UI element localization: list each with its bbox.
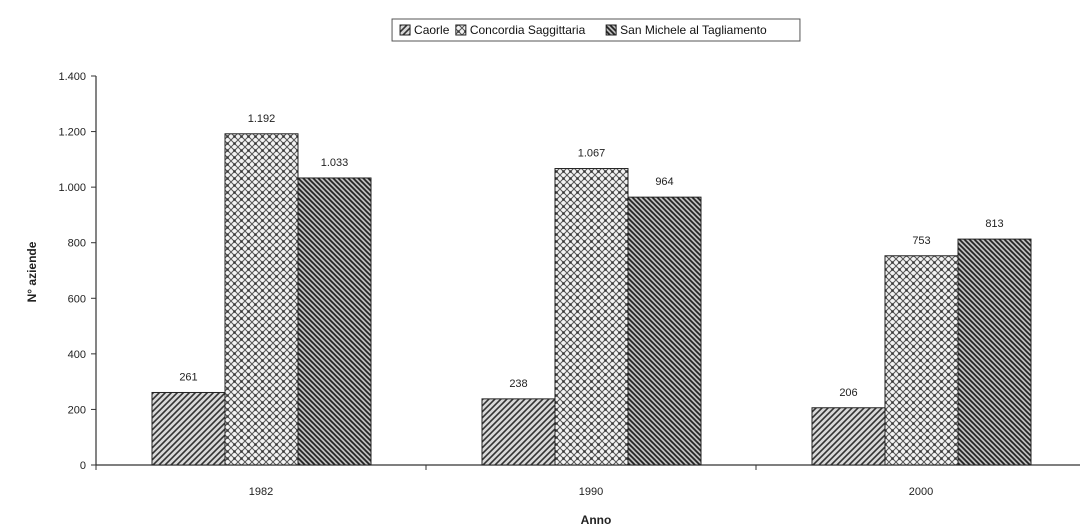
bar-concordia-saggittaria-1982 xyxy=(224,133,299,466)
legend: Caorle Concordia Saggittaria San Michele a… xyxy=(391,18,801,42)
bar-caorle-1990 xyxy=(481,398,556,466)
bar-san-michele-al-tagliamento-2000 xyxy=(957,238,1032,466)
legend-swatch-caorle xyxy=(399,24,411,36)
legend-swatch-concordia-saggittaria xyxy=(455,24,467,36)
x-tick-label-1982: 1982 xyxy=(249,486,273,498)
bar-caorle-1982 xyxy=(151,391,226,466)
legend-box xyxy=(391,18,801,42)
y-tick-label: 800 xyxy=(68,238,86,250)
legend-label-concordia-saggittaria: Concordia Saggittaria xyxy=(470,23,586,37)
y-tick-label: 1.000 xyxy=(58,182,86,194)
data-label-san-michele-al-tagliamento-1982: 1.033 xyxy=(321,157,349,169)
bar-concordia-saggittaria-1990 xyxy=(554,168,629,466)
bar-san-michele-al-tagliamento-1982 xyxy=(297,177,372,466)
y-axis-title: N° aziende xyxy=(25,241,39,302)
data-label-caorle-2000: 206 xyxy=(839,387,857,399)
data-label-caorle-1990: 238 xyxy=(509,378,527,390)
y-tick-label: 200 xyxy=(68,404,86,416)
bar-caorle-2000 xyxy=(811,407,886,466)
legend-label-san-michele-al-tagliamento: San Michele al Tagliamento xyxy=(620,23,767,37)
bar-concordia-saggittaria-2000 xyxy=(884,255,959,466)
bars xyxy=(151,133,1032,466)
x-axis: 1982 1990 2000 xyxy=(95,464,1080,498)
x-tick-label-1990: 1990 xyxy=(579,486,603,498)
y-tick-label: 1.400 xyxy=(58,71,86,83)
x-tick-label-2000: 2000 xyxy=(909,486,933,498)
bar-san-michele-al-tagliamento-1990 xyxy=(627,196,702,466)
data-label-concordia-saggittaria-1990: 1.067 xyxy=(578,148,606,160)
y-tick-label: 0 xyxy=(80,460,86,472)
data-label-san-michele-al-tagliamento-2000: 813 xyxy=(985,218,1003,230)
x-axis-title: Anno xyxy=(581,513,612,527)
y-tick-label: 600 xyxy=(68,293,86,305)
y-axis: 0 200 400 600 800 1.000 1.200 1.400 xyxy=(58,71,97,472)
y-tick-label: 1.200 xyxy=(58,127,86,139)
legend-label-caorle: Caorle xyxy=(414,23,450,37)
data-labels: 261 238 206 1.192 1.067 753 1.033 964 813 xyxy=(179,113,1003,399)
data-label-concordia-saggittaria-2000: 753 xyxy=(912,235,930,247)
data-label-concordia-saggittaria-1982: 1.192 xyxy=(248,113,276,125)
data-label-san-michele-al-tagliamento-1990: 964 xyxy=(655,176,673,188)
data-label-caorle-1982: 261 xyxy=(179,371,197,383)
y-tick-label: 400 xyxy=(68,349,86,361)
legend-swatch-san-michele-al-tagliamento xyxy=(605,24,617,36)
